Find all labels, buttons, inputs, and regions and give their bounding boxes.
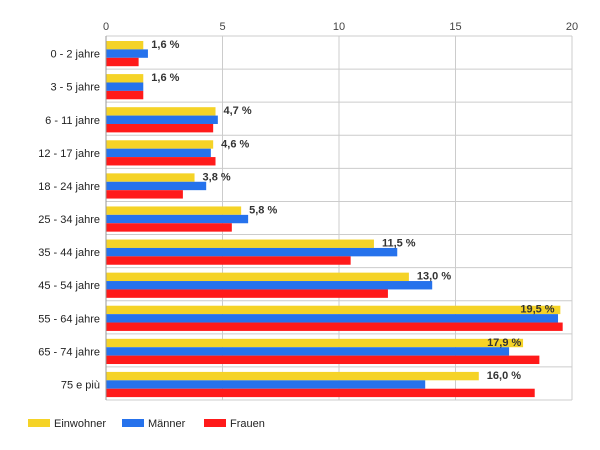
bar-m-nner — [106, 214, 249, 224]
data-label: 3,8 % — [203, 171, 231, 183]
data-labels: 1,6 % 1,6 % 4,7 % 4,6 % 3,8 % 5,8 % 11,5 % 13,0… — [151, 39, 555, 382]
bar-m-nner — [106, 148, 211, 158]
data-label: 1,6 % — [151, 39, 179, 51]
legend: Einwohner Männer Frauen — [28, 418, 265, 430]
bar-einwohner — [106, 239, 374, 248]
x-tick-label: 20 — [566, 21, 578, 33]
bar-m-nner — [106, 380, 426, 389]
bar-einwohner — [106, 107, 216, 116]
data-label: 11,5 % — [382, 238, 416, 250]
x-tick-label: 15 — [449, 21, 461, 33]
x-tick-label: 10 — [333, 21, 345, 33]
bar-einwohner — [106, 371, 479, 381]
bar-m-nner — [106, 115, 218, 124]
bar-einwohner — [106, 272, 409, 282]
bar-frauen — [106, 388, 535, 398]
bar-frauen — [106, 190, 183, 199]
bar-m-nner — [106, 347, 510, 356]
bar-frauen — [106, 57, 139, 67]
legend-swatch-m-nner — [122, 419, 144, 427]
bar-frauen — [106, 223, 232, 232]
bar-frauen — [106, 90, 144, 100]
y-tick-label: 65 - 74 jahre — [38, 346, 100, 358]
bar-einwohner — [106, 305, 561, 315]
legend-swatch-einwohner — [28, 419, 50, 427]
data-label: 4,6 % — [221, 138, 249, 150]
legend-label: Männer — [148, 418, 186, 430]
x-tick-label: 0 — [103, 21, 109, 33]
data-label: 19,5 % — [520, 304, 554, 316]
bar-frauen — [106, 123, 214, 133]
y-tick-label: 12 - 17 jahre — [38, 148, 100, 160]
bar-m-nner — [106, 82, 144, 91]
data-label: 1,6 % — [151, 72, 179, 84]
data-label: 13,0 % — [417, 271, 451, 283]
bar-frauen — [106, 256, 351, 265]
y-tick-label: 75 e più — [61, 380, 100, 392]
y-tick-label: 35 - 44 jahre — [38, 247, 100, 259]
bar-m-nner — [106, 181, 207, 191]
bar-frauen — [106, 355, 540, 365]
data-label: 4,7 % — [224, 105, 252, 117]
bar-einwohner — [106, 338, 524, 348]
bar-m-nner — [106, 247, 398, 257]
legend-label: Einwohner — [54, 418, 106, 430]
x-tick-label: 5 — [219, 21, 225, 33]
bar-frauen — [106, 289, 388, 298]
y-tick-label: 18 - 24 jahre — [38, 181, 100, 193]
bar-einwohner — [106, 74, 144, 83]
bar-frauen — [106, 157, 216, 166]
y-tick-label: 3 - 5 jahre — [50, 82, 100, 94]
y-tick-label: 25 - 34 jahre — [38, 214, 100, 226]
axes: 0 5 10 15 20 0 - 2 jahre 3 - 5 jahre 6 - 11 jah… — [38, 21, 578, 400]
grid — [105, 35, 573, 401]
bar-m-nner — [106, 49, 148, 58]
legend-label: Frauen — [230, 418, 265, 430]
legend-swatch-frauen — [204, 419, 226, 427]
y-tick-label: 6 - 11 jahre — [45, 115, 100, 127]
bar-einwohner — [106, 206, 242, 215]
data-label: 5,8 % — [249, 204, 277, 216]
bar-m-nner — [106, 314, 559, 323]
bar-einwohner — [106, 173, 195, 182]
bar-einwohner — [106, 41, 144, 50]
y-tick-label: 45 - 54 jahre — [38, 280, 100, 292]
y-tick-label: 0 - 2 jahre — [50, 49, 100, 61]
data-label: 17,9 % — [487, 337, 521, 349]
bar-frauen — [106, 322, 563, 331]
y-tick-label: 55 - 64 jahre — [38, 313, 100, 325]
bars — [106, 41, 563, 398]
data-label: 16,0 % — [487, 370, 521, 382]
bar-einwohner — [106, 140, 214, 149]
bar-m-nner — [106, 281, 433, 290]
